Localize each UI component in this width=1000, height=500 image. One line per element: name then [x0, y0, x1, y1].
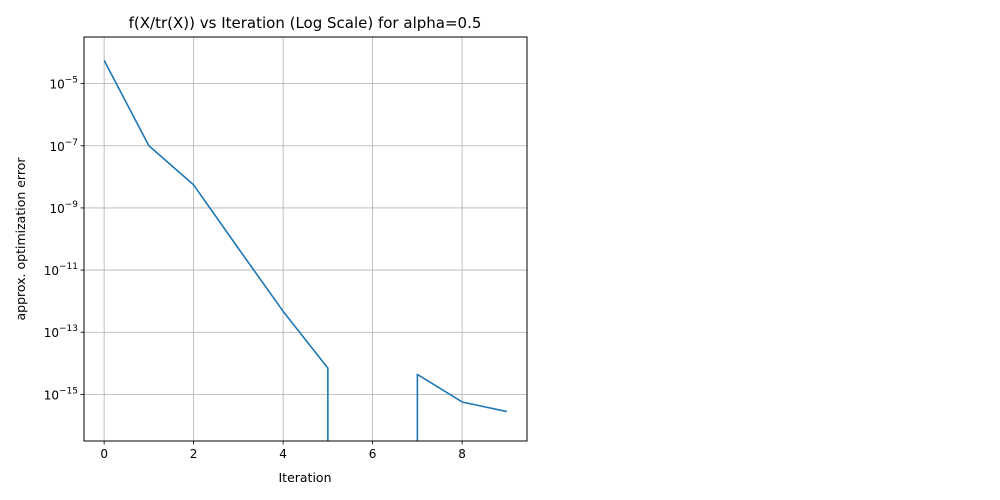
x-tick-label: 4 — [279, 447, 287, 461]
axes-frame — [83, 36, 528, 442]
y-tick-label: 10−15 — [44, 386, 78, 402]
y-axis: 10−5 10−7 10−9 10−11 10−13 10−15 — [44, 76, 84, 402]
y-tick-label: 10−5 — [49, 76, 78, 92]
y-axis-label: approx. optimization error — [13, 157, 28, 321]
y-tick-label: 10−7 — [49, 138, 78, 154]
x-axis-label: Iteration — [278, 470, 331, 485]
x-tick-label: 0 — [100, 447, 108, 461]
y-tick-label: 10−11 — [44, 262, 78, 278]
grid — [84, 37, 527, 441]
x-tick-label: 6 — [369, 447, 377, 461]
x-tick-label: 2 — [190, 447, 198, 461]
series-line — [103, 59, 508, 441]
y-tick-label: 10−9 — [49, 200, 78, 216]
plot-area — [84, 37, 527, 441]
y-tick-label: 10−13 — [44, 324, 78, 340]
x-tick-label: 8 — [458, 447, 466, 461]
x-axis: 0 2 4 6 8 — [100, 441, 466, 461]
series-layer — [103, 59, 508, 441]
chart-title: f(X/tr(X)) vs Iteration (Log Scale) for … — [129, 14, 482, 32]
